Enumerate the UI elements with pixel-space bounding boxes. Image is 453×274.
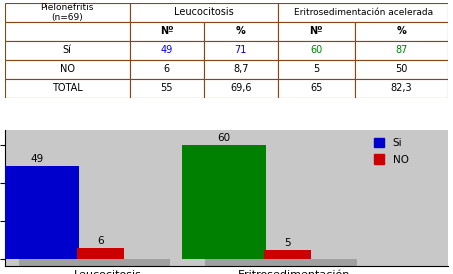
FancyBboxPatch shape (130, 60, 204, 79)
FancyBboxPatch shape (278, 79, 355, 98)
FancyBboxPatch shape (5, 3, 130, 22)
Text: 87: 87 (395, 45, 408, 55)
FancyBboxPatch shape (206, 259, 357, 266)
FancyBboxPatch shape (204, 79, 278, 98)
Text: 49: 49 (31, 154, 44, 164)
Text: Nº: Nº (309, 26, 323, 36)
Text: Eritrosedimentación acelerada: Eritrosedimentación acelerada (294, 8, 433, 17)
FancyBboxPatch shape (19, 259, 170, 266)
Text: 60: 60 (217, 133, 231, 143)
Text: 6: 6 (97, 236, 104, 246)
FancyBboxPatch shape (5, 22, 130, 41)
Text: %: % (236, 26, 246, 36)
Text: 82,3: 82,3 (390, 83, 412, 93)
Bar (77, 248, 124, 259)
Text: 5: 5 (284, 238, 290, 248)
Legend: Si, NO: Si, NO (374, 138, 409, 165)
FancyBboxPatch shape (130, 41, 204, 60)
Text: Pielonefritis
(n=69): Pielonefritis (n=69) (40, 2, 94, 22)
Text: NO: NO (60, 64, 75, 74)
FancyBboxPatch shape (355, 60, 448, 79)
Bar (264, 250, 311, 259)
FancyBboxPatch shape (355, 41, 448, 60)
Bar (0, 166, 79, 259)
Text: %: % (397, 26, 406, 36)
FancyBboxPatch shape (278, 41, 355, 60)
FancyBboxPatch shape (278, 60, 355, 79)
FancyBboxPatch shape (204, 60, 278, 79)
Text: 71: 71 (235, 45, 247, 55)
Text: Sí: Sí (63, 45, 72, 55)
Text: 65: 65 (310, 83, 323, 93)
FancyBboxPatch shape (204, 41, 278, 60)
Text: 55: 55 (160, 83, 173, 93)
FancyBboxPatch shape (204, 22, 278, 41)
Text: Leucocitosis: Leucocitosis (73, 270, 141, 274)
Text: 5: 5 (313, 64, 319, 74)
FancyBboxPatch shape (5, 60, 130, 79)
FancyBboxPatch shape (130, 22, 204, 41)
Text: 6: 6 (164, 64, 170, 74)
FancyBboxPatch shape (355, 22, 448, 41)
Text: 50: 50 (395, 64, 408, 74)
Text: Leucocitosis: Leucocitosis (174, 7, 234, 17)
Text: 49: 49 (161, 45, 173, 55)
FancyBboxPatch shape (278, 22, 355, 41)
FancyBboxPatch shape (130, 3, 278, 22)
Text: 60: 60 (310, 45, 322, 55)
FancyBboxPatch shape (278, 3, 448, 22)
Text: Nº: Nº (160, 26, 173, 36)
Text: 69,6: 69,6 (230, 83, 251, 93)
FancyBboxPatch shape (355, 79, 448, 98)
FancyBboxPatch shape (5, 41, 130, 60)
FancyBboxPatch shape (130, 79, 204, 98)
Bar (182, 145, 266, 259)
Text: 8,7: 8,7 (233, 64, 249, 74)
Text: TOTAL: TOTAL (52, 83, 82, 93)
FancyBboxPatch shape (5, 79, 130, 98)
Text: Eritrosedimentación: Eritrosedimentación (238, 270, 351, 274)
